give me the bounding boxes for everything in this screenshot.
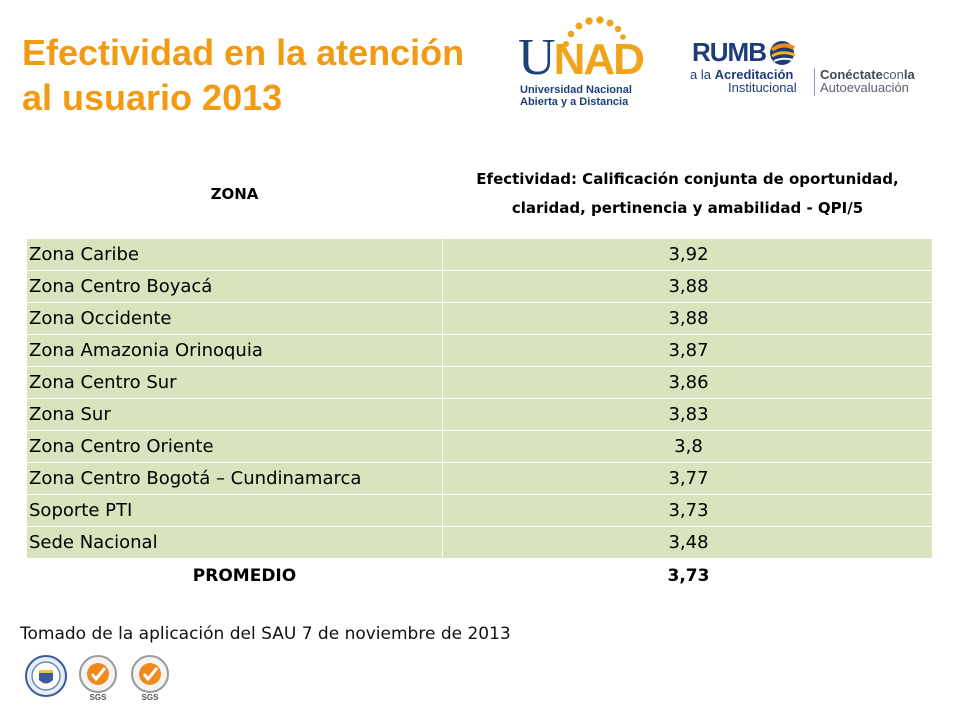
efectividad-table: ZONA Efectividad: Calificación conjunta …	[26, 150, 933, 594]
slide-title: Efectividad en la atención al usuario 20…	[22, 30, 464, 120]
sgs-certification-seal-icon: SGS	[79, 655, 117, 702]
table-row: Zona Sur 3,83	[26, 398, 933, 431]
table-header-row: ZONA Efectividad: Calificación conjunta …	[26, 150, 933, 239]
header-efectividad: Efectividad: Calificación conjunta de op…	[442, 150, 933, 239]
average-row: PROMEDIO 3,73	[26, 558, 933, 594]
table-body: Zona Caribe 3,92 Zona Centro Boyacá 3,88 Zon…	[26, 238, 933, 594]
average-label: PROMEDIO	[26, 558, 443, 594]
zona-cell: Zona Centro Sur	[26, 366, 443, 399]
zona-cell: Sede Nacional	[26, 526, 443, 559]
source-note: Tomado de la aplicación del SAU 7 de nov…	[20, 624, 511, 644]
conectate-line1: Conéctateconla	[820, 68, 915, 82]
unad-mark-u: U	[518, 29, 556, 86]
zona-cell: Zona Centro Oriente	[26, 430, 443, 463]
valor-cell: 3,8	[442, 430, 933, 463]
valor-cell: 3,77	[442, 462, 933, 495]
unad-dots-arc-icon	[563, 16, 626, 47]
footer-seals: SGS SGS	[24, 654, 174, 704]
table-row: Zona Caribe 3,92	[26, 238, 933, 271]
unad-wordmark: UNAD	[518, 28, 658, 88]
unad-mark-n: N	[553, 35, 586, 84]
zona-cell: Zona Caribe	[26, 238, 443, 271]
table-row: Soporte PTI 3,73	[26, 494, 933, 527]
seal-label-1: SGS	[90, 693, 108, 702]
rumbo-divider	[814, 68, 815, 96]
rumbo-tagline-bold: Acreditación	[714, 67, 794, 82]
slide-title-line2: al usuario 2013	[22, 77, 283, 118]
zona-cell: Zona Sur	[26, 398, 443, 431]
valor-cell: 3,86	[442, 366, 933, 399]
rumbo-tagline-line1: a la Acreditación	[690, 68, 793, 82]
rumbo-tagline-line2: Institucional	[728, 80, 797, 95]
valor-cell: 3,87	[442, 334, 933, 367]
conectate-end: la	[903, 67, 915, 82]
conectate-mid: con	[882, 67, 904, 82]
valor-cell: 3,73	[442, 494, 933, 527]
table-row: Sede Nacional 3,48	[26, 526, 933, 559]
conectate-line2: Autoevaluación	[820, 80, 909, 95]
table-row: Zona Amazonia Orinoquia 3,87	[26, 334, 933, 367]
slide-title-line1: Efectividad en la atención	[22, 32, 465, 73]
table-row: Zona Centro Boyacá 3,88	[26, 270, 933, 303]
zona-cell: Zona Centro Boyacá	[26, 270, 443, 303]
valor-cell: 3,92	[442, 238, 933, 271]
seal-label-2: SGS	[142, 693, 160, 702]
rumbo-globe-icon	[770, 41, 796, 65]
zona-cell: Soporte PTI	[26, 494, 443, 527]
rumbo-tagline-prefix: a la	[690, 67, 715, 82]
valor-cell: 3,48	[442, 526, 933, 559]
table-row: Zona Centro Oriente 3,8	[26, 430, 933, 463]
unad-logo: UNAD Universidad Nacional Abierta y a Di…	[518, 14, 658, 108]
valor-cell: 3,88	[442, 270, 933, 303]
header-zona: ZONA	[26, 150, 443, 239]
zona-cell: Zona Amazonia Orinoquia	[26, 334, 443, 367]
valor-cell: 3,88	[442, 302, 933, 335]
table-row: Zona Centro Sur 3,86	[26, 366, 933, 399]
table-row: Zona Centro Bogotá – Cundinamarca 3,77	[26, 462, 933, 495]
unad-subtitle-line1: Universidad Nacional	[520, 84, 632, 96]
conectate-bold: Conéctate	[820, 67, 883, 82]
rumbo-logo: RUMB a la Acreditación Institucional Con…	[690, 38, 930, 98]
unad-mark-ad: AD	[583, 35, 645, 84]
rumbo-wordmark: RUMB	[692, 37, 767, 67]
colombia-shield-icon	[25, 655, 67, 697]
zona-cell: Zona Centro Bogotá – Cundinamarca	[26, 462, 443, 495]
valor-cell: 3,83	[442, 398, 933, 431]
sgs-certification-seal-icon: SGS	[131, 655, 169, 702]
unad-subtitle-line2: Abierta y a Distancia	[520, 96, 629, 108]
table-row: Zona Occidente 3,88	[26, 302, 933, 335]
unad-subtitle: Universidad Nacional Abierta y a Distanc…	[520, 84, 632, 108]
average-value: 3,73	[442, 558, 933, 594]
zona-cell: Zona Occidente	[26, 302, 443, 335]
